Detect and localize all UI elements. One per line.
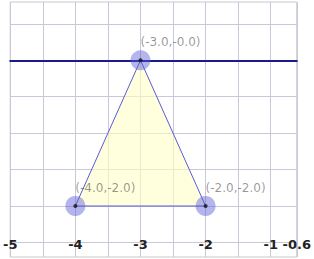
svg-text:(-2.0,-2.0): (-2.0,-2.0) <box>206 181 266 195</box>
svg-text:-3: -3 <box>133 237 147 252</box>
svg-text:-1: -1 <box>264 237 278 252</box>
svg-text:-4: -4 <box>68 237 82 252</box>
svg-text:-2: -2 <box>198 237 212 252</box>
svg-text:(-3.0,-0.0): (-3.0,-0.0) <box>140 35 200 49</box>
svg-text:-0.6: -0.6 <box>283 237 311 252</box>
svg-text:-5: -5 <box>3 237 17 252</box>
svg-text:(-4.0,-2.0): (-4.0,-2.0) <box>75 181 135 195</box>
